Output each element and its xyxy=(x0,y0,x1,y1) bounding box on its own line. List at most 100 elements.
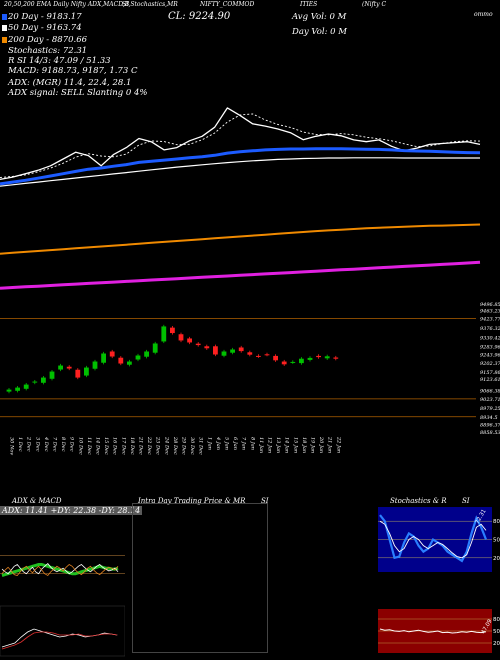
date-axis-tick: 16 Dec xyxy=(112,437,118,455)
adx-panel-title: ADX & MACD xyxy=(12,497,62,505)
date-axis-tick: 7 Dec xyxy=(52,437,58,452)
candle-body xyxy=(6,389,12,392)
candle-body xyxy=(256,355,261,357)
ema20-label: 20 Day - 9183.17 xyxy=(8,12,82,22)
date-axis-tick: 22 Dec xyxy=(146,436,152,455)
date-axis-tick: 8 Dec xyxy=(60,437,66,452)
candle-body xyxy=(333,357,339,359)
price-axis-tick: 9463.23 xyxy=(480,309,500,315)
chart-title-mid: SI,Stochastics,MR xyxy=(122,1,178,8)
candle-body xyxy=(170,327,175,334)
candle-body xyxy=(15,387,20,391)
candle-body xyxy=(49,371,55,379)
candle-body xyxy=(58,365,63,370)
date-axis-tick: 11 Jan xyxy=(258,437,264,453)
date-axis-tick: 20 Jan xyxy=(318,436,324,453)
ma-line-sma xyxy=(0,260,481,290)
price-axis-tick: 9283.96 xyxy=(480,345,500,351)
candle-body xyxy=(161,326,167,342)
rsi-tick: 20 xyxy=(493,641,500,647)
date-axis-tick: 9 Dec xyxy=(69,437,75,452)
candle-body xyxy=(273,355,278,361)
candle-body xyxy=(238,347,244,352)
price-axis-tick: 8858.53 xyxy=(480,430,500,436)
candle-body xyxy=(118,357,124,364)
date-axis-tick: 21 Dec xyxy=(138,436,144,455)
price-axis-tick: 9496.85 xyxy=(480,302,500,308)
date-axis-tick: 11 Dec xyxy=(86,437,92,455)
price-axis-tick: 8979.25 xyxy=(480,406,500,412)
moving-average-chart xyxy=(0,107,481,290)
candle-body xyxy=(264,354,270,356)
date-axis-tick: 15 Jan xyxy=(292,437,298,453)
price-axis-tick: 9157.86 xyxy=(480,370,500,376)
date-axis-tick: 1 Jan xyxy=(206,437,212,450)
candle-body xyxy=(144,351,149,357)
intraday-panel-si: SI xyxy=(261,497,269,505)
adx-line-plusdi xyxy=(1,563,119,575)
adx-label: ADX: (MGR) 11.4, 22.4, 28.1 xyxy=(8,78,132,88)
stochastics-rsi-panel: Stochastics & R SI 80 50 20 72.31 80 50 20 47.0… xyxy=(376,497,500,660)
date-axis-tick: 28 Dec xyxy=(172,436,178,455)
chart-title-name: NIFTY_COMMOD xyxy=(200,1,255,8)
stoch-k-line xyxy=(379,514,488,563)
chart-title-ticker: ITIES xyxy=(300,1,318,8)
price-axis-tick: 9023.71 xyxy=(480,397,500,403)
price-axis-tick: 9423.77 xyxy=(480,317,500,323)
candle-body xyxy=(101,353,106,363)
date-axis-tick: 2 Dec xyxy=(26,436,32,452)
candle-body xyxy=(195,343,201,346)
intraday-chart-box xyxy=(132,503,268,653)
price-axis-tick: 9066.38 xyxy=(480,388,500,394)
candle-body xyxy=(307,357,313,360)
date-axis-tick: 7 Jan xyxy=(241,437,247,450)
price-axis-tick: 8934.5 xyxy=(480,415,498,421)
date-axis-tick: 17 Dec xyxy=(120,437,126,455)
date-axis-tick: 15 Dec xyxy=(103,437,109,455)
candle-body xyxy=(92,361,98,369)
stoch-tick: 50 xyxy=(493,538,500,544)
rsi-label: R SI 14/3: 47.09 / 51.33 xyxy=(8,56,111,66)
candle-body xyxy=(221,351,227,356)
intraday-panel-title: Intra Day Trading Price & MR xyxy=(138,497,246,505)
candle-body xyxy=(299,358,304,364)
candle-body xyxy=(178,334,184,341)
candle-body xyxy=(187,338,192,343)
date-axis-tick: 4 Dec xyxy=(43,436,49,452)
close-price-label: CL: 9224.90 xyxy=(168,11,231,22)
stoch-tick: 20 xyxy=(493,556,500,562)
candle-body xyxy=(135,355,141,360)
stoch-panel-title: Stochastics & R xyxy=(390,497,447,505)
date-axis-tick: 29 Dec xyxy=(181,436,187,455)
stoch-panel-si: SI xyxy=(462,497,470,505)
date-axis-tick: 30 Nov xyxy=(9,437,15,455)
date-axis-tick: 19 Jan xyxy=(310,437,316,453)
ma-line-close xyxy=(0,107,481,181)
date-axis-tick: 21 Jan xyxy=(327,436,333,453)
date-axis-tick: 24 Dec xyxy=(163,436,169,455)
day-vol-label: Day Vol: 0 M xyxy=(292,27,347,37)
candle-body xyxy=(281,361,287,365)
candle-body xyxy=(84,367,89,376)
date-axis-tick: 22 Jan xyxy=(335,436,341,453)
candle-body xyxy=(316,355,321,358)
candle-body xyxy=(324,356,330,359)
date-axis-tick: 10 Dec xyxy=(77,437,83,455)
adx-signal-label: ADX signal: SELL Slanting 0 4% xyxy=(8,88,148,98)
ma-line-20-day xyxy=(0,147,481,186)
adx-chart xyxy=(0,555,125,657)
candle-body xyxy=(32,381,38,383)
chart-title-far: ommo xyxy=(474,11,493,18)
date-axis-tick: 6 Jan xyxy=(232,437,238,450)
ma-line-close-smooth xyxy=(0,113,481,178)
rsi-line xyxy=(379,628,487,634)
candle-body xyxy=(290,361,296,363)
ma-line-200-day xyxy=(0,223,481,255)
intraday-panel: Intra Day Trading Price & MR SI xyxy=(128,497,269,660)
ema50-swatch xyxy=(2,25,7,31)
ma-line-50-day xyxy=(0,157,480,187)
stoch-tick: 80 xyxy=(493,519,500,525)
rsi-tick: 80 xyxy=(493,617,500,623)
